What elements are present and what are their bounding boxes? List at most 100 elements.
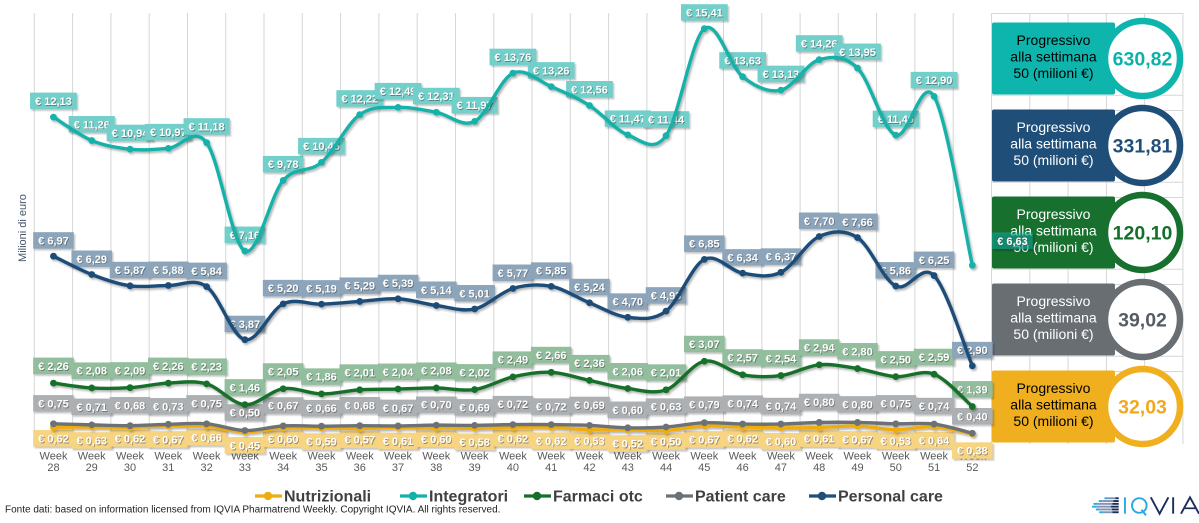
svg-text:€ 5,85: € 5,85 <box>537 267 568 279</box>
svg-text:€ 5,86: € 5,86 <box>880 265 911 277</box>
svg-text:€ 6,97: € 6,97 <box>39 236 70 248</box>
svg-text:alla settimana: alla settimana <box>1010 49 1097 65</box>
svg-text:€ 0,68: € 0,68 <box>116 401 147 413</box>
svg-text:Week: Week <box>614 451 642 463</box>
svg-text:€ 0,64: € 0,64 <box>920 436 951 448</box>
svg-text:€ 5,85: € 5,85 <box>536 266 567 278</box>
svg-text:€ 12,31: € 12,31 <box>418 91 455 103</box>
svg-text:€ 0,74: € 0,74 <box>727 399 758 411</box>
svg-text:€ 0,75: € 0,75 <box>192 399 223 411</box>
svg-text:€ 2,06: € 2,06 <box>612 366 643 378</box>
svg-text:Week: Week <box>269 451 297 463</box>
svg-text:€ 15,41: € 15,41 <box>686 8 723 20</box>
svg-text:Week: Week <box>384 451 412 463</box>
svg-text:€ 6,37: € 6,37 <box>766 252 797 264</box>
svg-text:€ 2,09: € 2,09 <box>116 366 147 378</box>
svg-text:€ 0,70: € 0,70 <box>421 400 452 412</box>
svg-text:€ 12,22: € 12,22 <box>342 94 379 106</box>
svg-text:€ 0,68: € 0,68 <box>344 400 375 412</box>
svg-text:€ 5,01: € 5,01 <box>460 289 491 301</box>
svg-text:€ 6,29: € 6,29 <box>77 255 108 267</box>
svg-text:€ 13,26: € 13,26 <box>534 66 571 78</box>
svg-text:€ 2,01: € 2,01 <box>344 368 375 380</box>
svg-text:52: 52 <box>966 462 978 474</box>
svg-text:40: 40 <box>507 462 519 474</box>
svg-text:€ 0,53: € 0,53 <box>880 436 911 448</box>
svg-text:42: 42 <box>583 462 595 474</box>
svg-text:€ 12,56: € 12,56 <box>571 84 608 96</box>
svg-text:€ 5,20: € 5,20 <box>268 283 299 295</box>
svg-text:39: 39 <box>468 462 480 474</box>
svg-text:36: 36 <box>354 462 366 474</box>
svg-text:€ 2,80: € 2,80 <box>842 346 873 358</box>
svg-text:€ 2,23: € 2,23 <box>191 362 222 374</box>
svg-text:€ 0,61: € 0,61 <box>383 436 414 448</box>
svg-text:€ 13,76: € 13,76 <box>495 53 532 65</box>
svg-text:€ 2,23: € 2,23 <box>192 363 223 375</box>
svg-text:€ 5,29: € 5,29 <box>345 282 376 294</box>
svg-text:€ 0,62: € 0,62 <box>537 437 568 449</box>
svg-text:€ 0,80: € 0,80 <box>805 398 836 410</box>
svg-text:€ 12,13: € 12,13 <box>35 96 72 108</box>
svg-text:€ 5,84: € 5,84 <box>192 267 223 279</box>
svg-text:€ 1,39: € 1,39 <box>958 385 989 397</box>
svg-text:€ 0,74: € 0,74 <box>728 400 759 412</box>
svg-text:€ 0,75: € 0,75 <box>39 399 70 411</box>
svg-text:€ 5,19: € 5,19 <box>306 283 337 295</box>
svg-text:€ 2,80: € 2,80 <box>843 347 874 359</box>
svg-text:€ 2,06: € 2,06 <box>613 367 644 379</box>
svg-text:Progressivo: Progressivo <box>1017 380 1091 396</box>
svg-text:€ 5,39: € 5,39 <box>384 279 415 291</box>
svg-text:€ 0,69: € 0,69 <box>459 402 490 414</box>
svg-text:€ 2,36: € 2,36 <box>574 358 605 370</box>
svg-text:€ 2,26: € 2,26 <box>154 362 185 374</box>
svg-text:alla settimana: alla settimana <box>1010 397 1097 413</box>
svg-text:€ 0,60: € 0,60 <box>613 406 644 418</box>
svg-text:€ 6,85: € 6,85 <box>689 239 720 251</box>
svg-text:€ 0,58: € 0,58 <box>460 438 491 450</box>
svg-text:€ 5,39: € 5,39 <box>383 278 414 290</box>
svg-text:€ 0,75: € 0,75 <box>191 398 222 410</box>
svg-text:€ 0,67: € 0,67 <box>268 401 299 413</box>
svg-text:Week: Week <box>920 451 948 463</box>
svg-text:37: 37 <box>392 462 404 474</box>
svg-text:€ 0,68: € 0,68 <box>115 400 146 412</box>
svg-text:€ 2,94: € 2,94 <box>804 343 835 355</box>
svg-text:€ 0,63: € 0,63 <box>651 402 682 414</box>
svg-text:€ 0,64: € 0,64 <box>919 435 950 447</box>
svg-text:331,81: 331,81 <box>1113 136 1173 158</box>
svg-text:€ 12,22: € 12,22 <box>341 93 378 105</box>
svg-text:€ 11,44: € 11,44 <box>649 115 686 127</box>
svg-text:€ 5,88: € 5,88 <box>153 265 184 277</box>
svg-text:Week: Week <box>40 451 68 463</box>
svg-text:€ 7,70: € 7,70 <box>805 217 836 229</box>
svg-text:€ 0,79: € 0,79 <box>690 401 721 413</box>
svg-text:€ 13,76: € 13,76 <box>495 52 532 64</box>
svg-text:€ 2,59: € 2,59 <box>920 353 951 365</box>
svg-text:€ 2,90: € 2,90 <box>957 345 988 357</box>
svg-text:alla settimana: alla settimana <box>1010 136 1097 152</box>
svg-text:Week: Week <box>461 451 489 463</box>
svg-text:50: 50 <box>890 462 902 474</box>
svg-text:€ 11,47: € 11,47 <box>610 114 646 126</box>
svg-text:€ 5,24: € 5,24 <box>575 283 606 295</box>
svg-text:€ 0,67: € 0,67 <box>384 404 415 416</box>
svg-text:32: 32 <box>200 462 212 474</box>
svg-text:€ 5,01: € 5,01 <box>459 288 490 300</box>
svg-text:€ 0,61: € 0,61 <box>384 437 415 449</box>
svg-text:€ 13,95: € 13,95 <box>839 47 876 59</box>
svg-text:€ 2,08: € 2,08 <box>422 367 453 379</box>
svg-text:€ 0,62: € 0,62 <box>39 434 70 446</box>
svg-text:€ 2,50: € 2,50 <box>881 355 912 367</box>
svg-text:€ 0,71: € 0,71 <box>76 402 107 414</box>
svg-text:€ 0,71: € 0,71 <box>77 403 108 415</box>
svg-text:€ 11,44: € 11,44 <box>648 114 685 126</box>
svg-text:€ 1,86: € 1,86 <box>306 372 337 384</box>
svg-text:€ 0,62: € 0,62 <box>38 433 69 445</box>
svg-text:€ 2,09: € 2,09 <box>115 365 146 377</box>
svg-text:€ 0,62: € 0,62 <box>728 434 759 446</box>
svg-text:€ 12,13: € 12,13 <box>36 97 73 109</box>
svg-text:€ 0,60: € 0,60 <box>422 435 453 447</box>
svg-text:€ 7,70: € 7,70 <box>804 216 835 228</box>
svg-text:Week: Week <box>652 451 680 463</box>
